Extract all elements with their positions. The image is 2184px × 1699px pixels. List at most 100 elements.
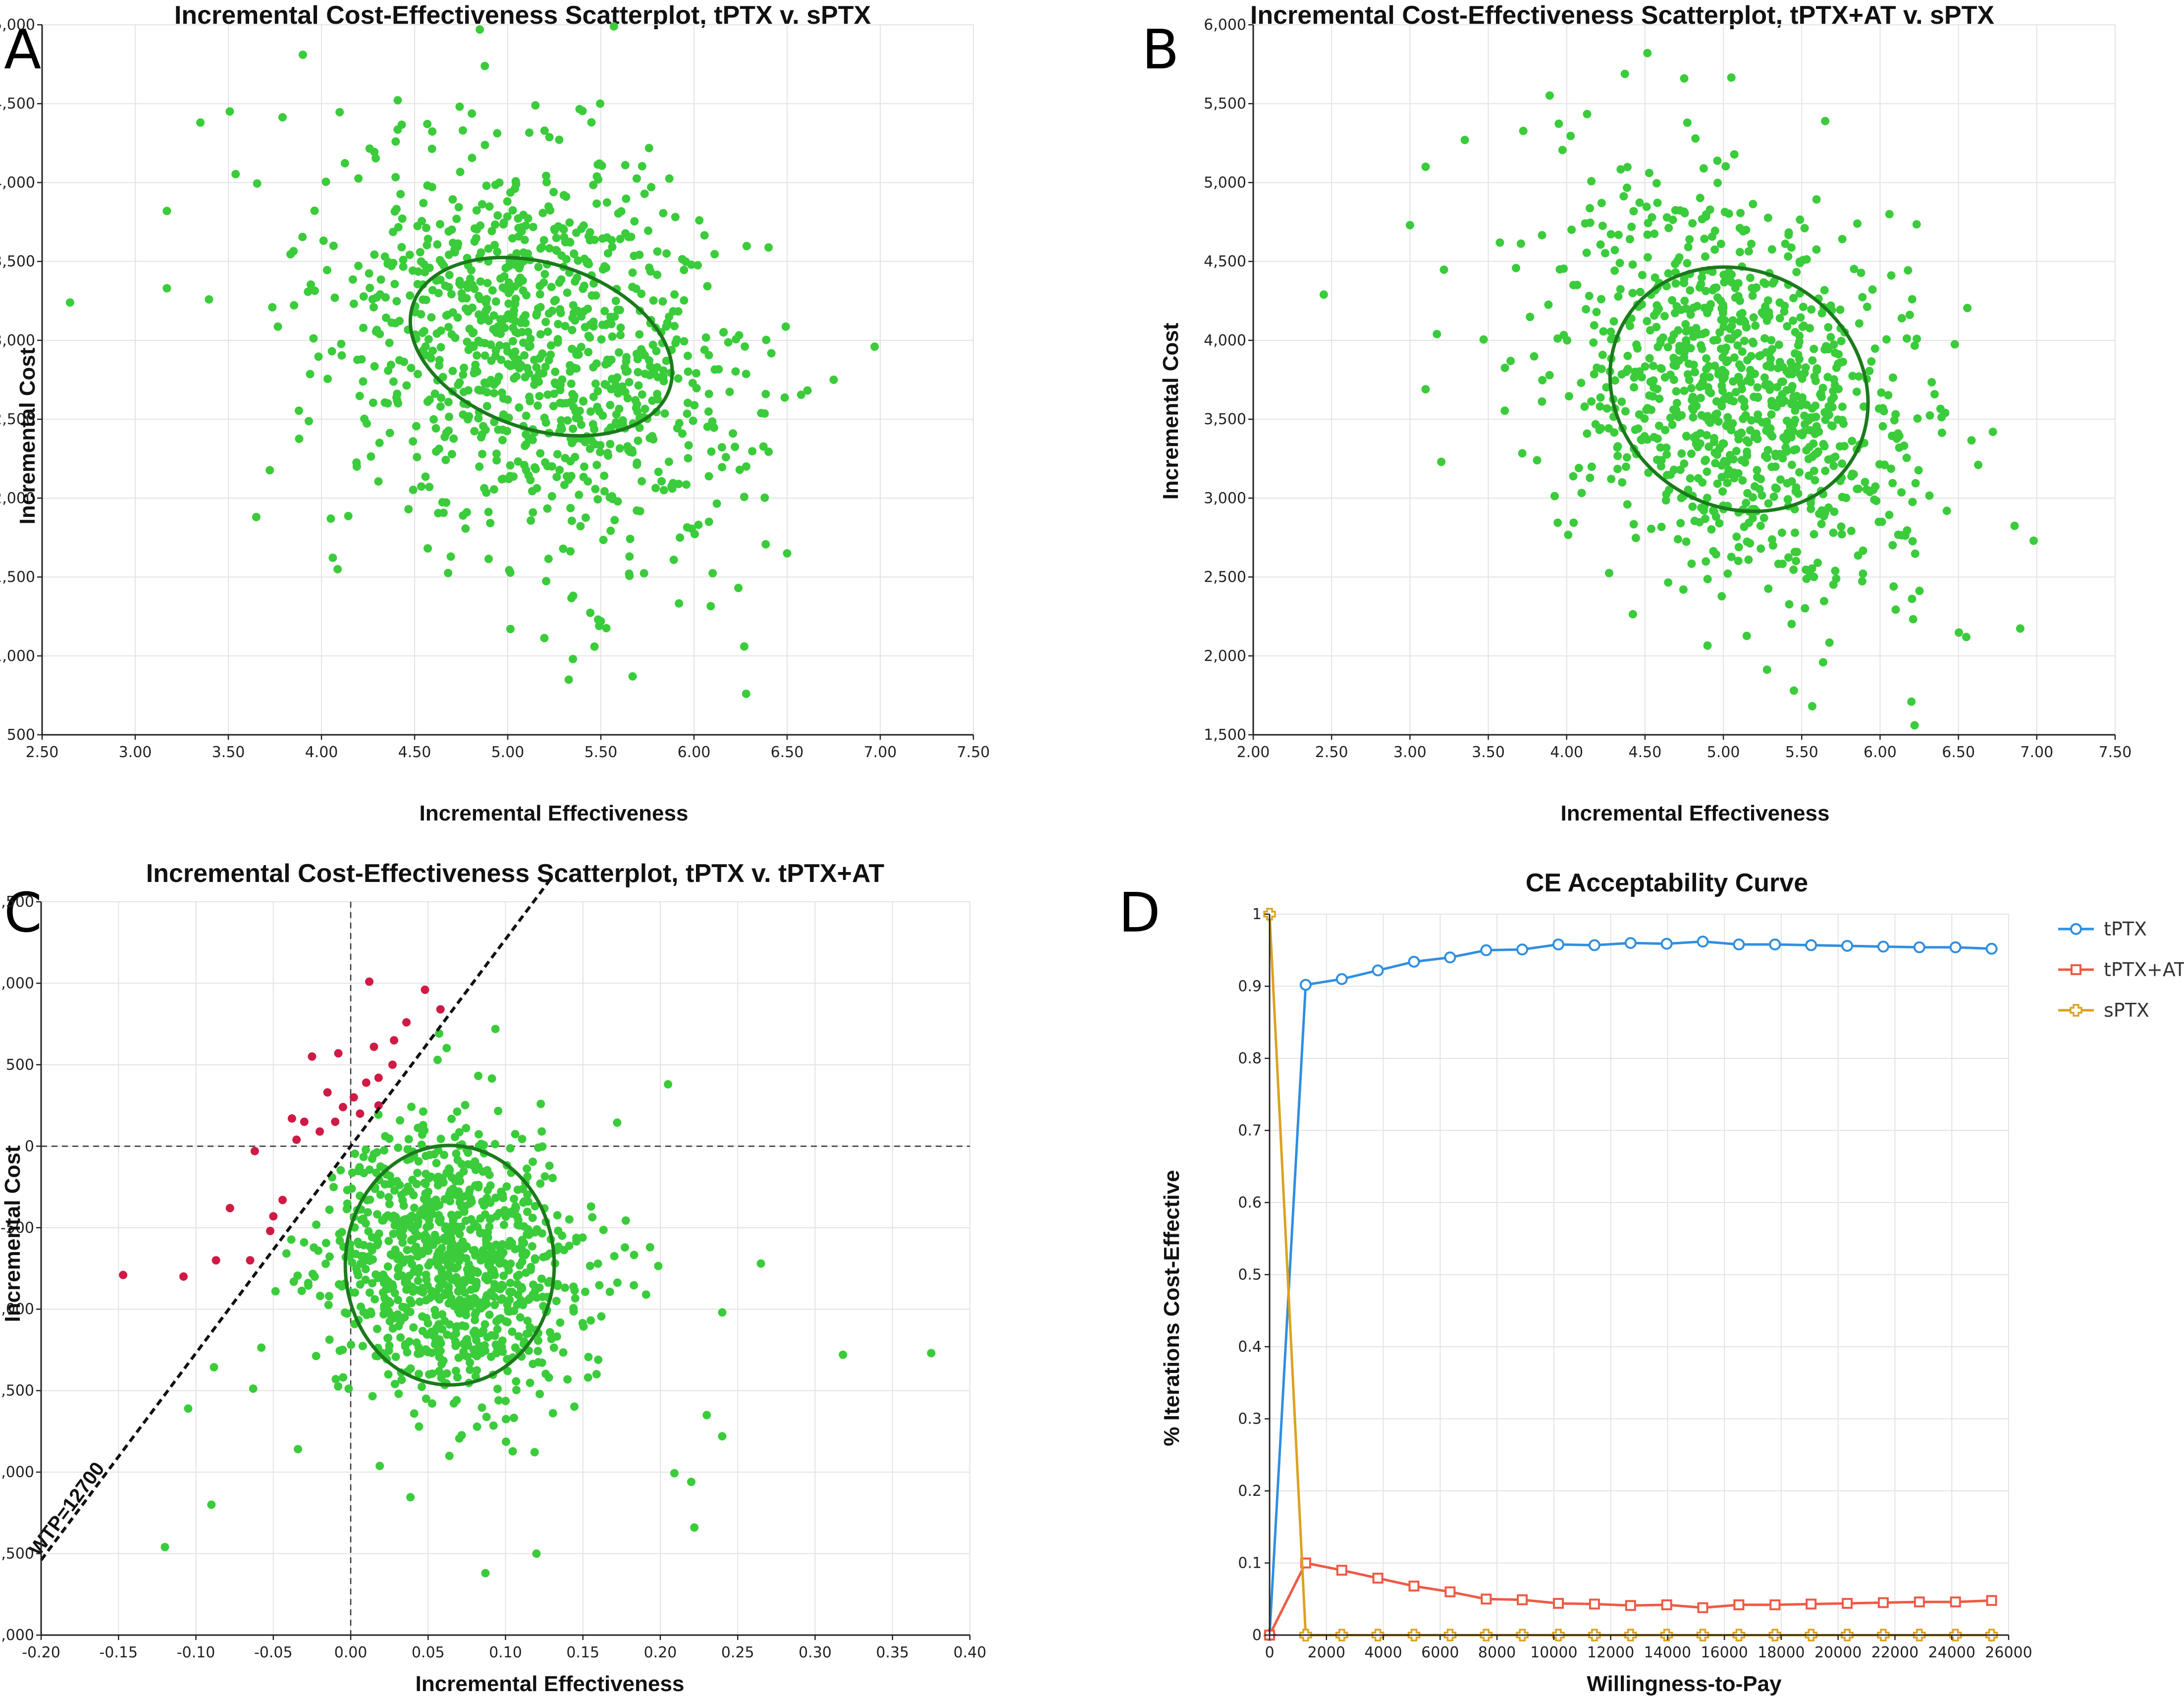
panel-b-point (1652, 301, 1661, 310)
panel-a-x-tick-label: 6.00 (678, 744, 711, 761)
panel-a-point (395, 356, 404, 365)
panel-b-point (1713, 156, 1722, 165)
panel-a-point (593, 495, 602, 504)
panel-a-point (532, 311, 541, 320)
panel-c-point (481, 1346, 489, 1355)
panel-a-point (455, 378, 464, 387)
panel-d-line: D CE Acceptability Curve 0 2000 4000 6000 80… (1119, 869, 2184, 1696)
panel-a-point (623, 394, 632, 403)
panel-b-point (1807, 504, 1815, 513)
panel-a-point (558, 375, 567, 384)
panel-b-point (1782, 447, 1791, 456)
panel-a-y-tick-label: 4,000 (0, 174, 35, 191)
panel-a-point (586, 444, 594, 453)
panel-a-point (568, 326, 577, 334)
panel-d-marker-tptx-at (1336, 1565, 1347, 1576)
panel-b-point (1698, 329, 1707, 338)
panel-a-point (482, 488, 491, 497)
panel-a-point (231, 169, 240, 178)
panel-a-point (592, 172, 601, 181)
panel-b-point (1749, 339, 1758, 348)
panel-c-point (325, 1252, 334, 1261)
panel-b-point (1878, 422, 1887, 431)
panel-b-point (1885, 210, 1894, 219)
panel-b-point (1830, 381, 1839, 389)
panel-c-point (406, 1214, 415, 1223)
panel-a-point (829, 376, 838, 384)
panel-a-point (359, 292, 368, 301)
panel-b-point (1709, 434, 1718, 442)
panel-a-point (428, 127, 437, 136)
panel-a-point (559, 545, 568, 553)
panel-b-point (1688, 502, 1697, 511)
panel-b-point (1692, 431, 1701, 440)
panel-a-point (581, 323, 589, 331)
panel-a-point (335, 108, 344, 116)
panel-a-point (593, 402, 602, 411)
panel-b-point (1544, 300, 1553, 309)
panel-c-y-tick-label: -500 (0, 1219, 34, 1237)
panel-b-point (1643, 49, 1652, 57)
panel-b-point (1734, 556, 1743, 565)
panel-c-point (466, 1358, 475, 1367)
panel-a-point (638, 162, 646, 170)
panel-c-point (406, 1296, 415, 1305)
panel-a-point (484, 507, 493, 516)
panel-c-point (613, 1118, 622, 1127)
panel-a-point (424, 544, 432, 553)
panel-c-point (520, 1239, 529, 1248)
panel-a-point (298, 51, 307, 59)
panel-a-point (528, 487, 536, 495)
panel-d-marker-tptx-at (1444, 1586, 1456, 1597)
panel-b-point (1824, 455, 1833, 464)
panel-a-point (781, 322, 790, 331)
panel-b-point (1784, 370, 1793, 379)
panel-c-point (490, 1301, 499, 1310)
panel-c-point (454, 1353, 463, 1362)
panel-a-point (648, 340, 657, 349)
panel-c-point (687, 1478, 695, 1486)
panel-a-point (589, 392, 598, 401)
panel-a-point (704, 517, 713, 526)
panel-c-point (361, 1146, 370, 1154)
panel-b-point (1618, 478, 1627, 487)
panel-a-point (566, 547, 575, 556)
panel-b-point (1689, 413, 1698, 422)
panel-b-point (1638, 271, 1647, 279)
panel-b-point (1877, 517, 1886, 526)
panel-c-point (498, 1347, 507, 1356)
panel-b-point (1710, 283, 1719, 292)
panel-b-point (1713, 178, 1722, 187)
panel-a-point (531, 374, 539, 383)
panel-b-point (1838, 402, 1847, 411)
panel-c-point (531, 1254, 539, 1263)
panel-c-point (544, 1278, 553, 1287)
panel-c-point (532, 1549, 541, 1558)
panel-b-point (1700, 506, 1708, 515)
panel-c-point (534, 1143, 543, 1152)
panel-a-point (735, 465, 744, 474)
panel-b-point (1820, 508, 1829, 517)
panel-c-point (398, 1196, 407, 1205)
panel-a-y-tick-label: 500 (7, 726, 35, 744)
panel-c-point (515, 1270, 524, 1279)
panel-b-point (1837, 522, 1846, 531)
panel-a-point (603, 448, 612, 457)
panel-b-point (1699, 378, 1707, 386)
panel-a-point (596, 441, 605, 449)
panel-a-point (575, 491, 584, 499)
panel-a-point (646, 370, 655, 379)
panel-a-point (542, 178, 551, 187)
panel-a-point (306, 280, 315, 289)
panel-b-point (1795, 331, 1804, 340)
panel-b-point (1857, 269, 1865, 277)
panel-b-point (1887, 271, 1896, 280)
panel-a-point (570, 249, 579, 258)
panel-b-point (1621, 407, 1630, 416)
panel-c-point (433, 1055, 442, 1064)
panel-c-point (446, 1197, 454, 1206)
panel-a-point (555, 135, 564, 144)
panel-c-point (491, 1025, 500, 1034)
panel-d-marker-tptx-at (1625, 1600, 1636, 1611)
panel-b-point (1681, 320, 1690, 329)
